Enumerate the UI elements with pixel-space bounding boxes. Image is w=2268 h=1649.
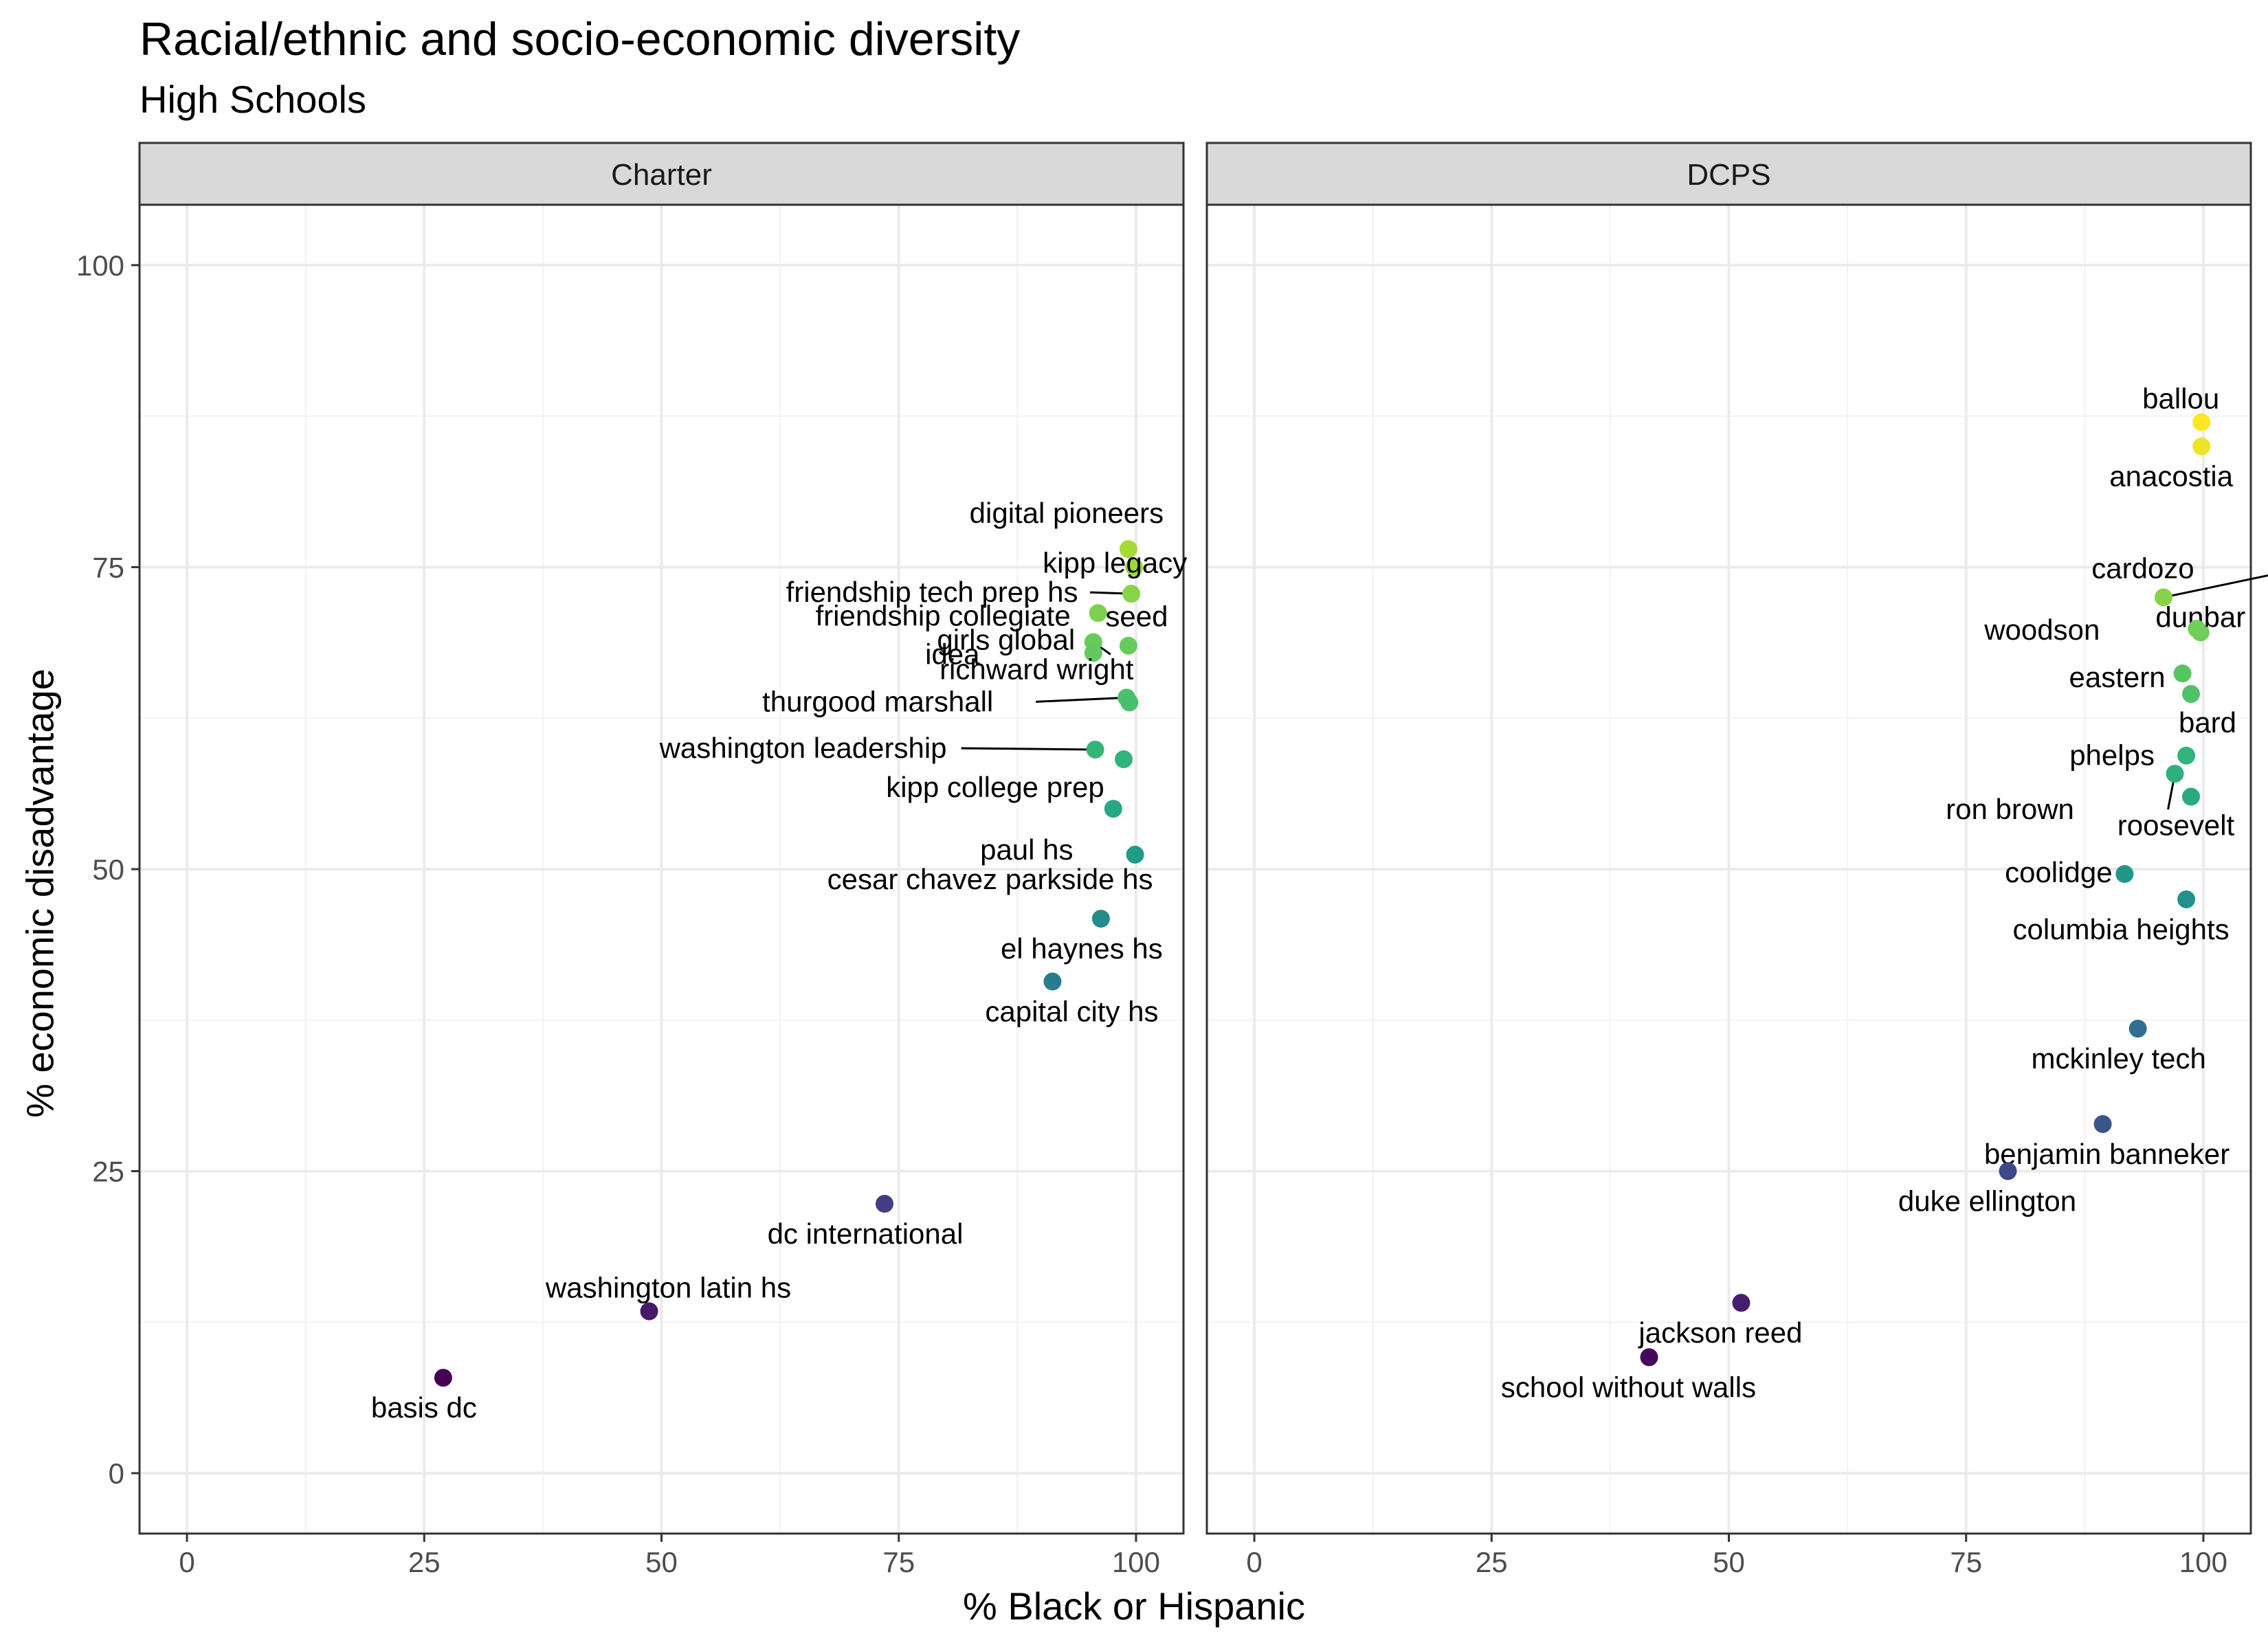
data-point (1119, 636, 1137, 655)
data-point (1125, 558, 1144, 576)
data-point (1084, 644, 1102, 662)
y-tick-label: 75 (92, 551, 124, 583)
data-point (2166, 765, 2184, 783)
point-label: richward wright (940, 653, 1134, 685)
x-tick-label: 75 (1950, 1546, 1982, 1578)
data-point (1732, 1294, 1750, 1312)
point-label: benjamin banneker (1984, 1138, 2230, 1170)
point-label: cardozo (2091, 552, 2194, 584)
point-label: eastern (2069, 661, 2166, 693)
data-point (1115, 750, 1133, 769)
point-label: ballou (2142, 382, 2219, 414)
data-point (2188, 620, 2206, 638)
x-tick-label: 50 (1713, 1546, 1745, 1578)
point-label: bard (2179, 706, 2236, 739)
panel-charter: Charter 0 25 50 75 100 0 25 50 75 100 digital pione… (76, 142, 1187, 1578)
data-point (1086, 740, 1104, 759)
point-label: ron brown (1946, 793, 2074, 825)
point-label: girls global (937, 623, 1075, 655)
point-label: basis dc (371, 1391, 477, 1424)
data-point (2177, 746, 2196, 765)
point-label: washington leadership (659, 732, 947, 764)
data-point (1089, 604, 1107, 622)
point-label: paul hs (980, 833, 1073, 866)
point-label: dc international (768, 1218, 964, 1250)
point-label: washington latin hs (545, 1271, 791, 1303)
y-axis-label: % economic disadvantage (18, 669, 62, 1118)
point-label: phelps (2069, 739, 2155, 772)
point-label: cesar chavez parkside hs (827, 863, 1153, 895)
data-point (1999, 1162, 2017, 1180)
data-point (2192, 437, 2211, 456)
point-label: anacostia (2109, 460, 2233, 493)
x-tick-label: 75 (882, 1546, 915, 1578)
chart-title: Racial/ethnic and socio-economic diversi… (140, 13, 1021, 65)
y-tick-label: 0 (109, 1457, 124, 1490)
point-label: woodson (1983, 614, 2100, 646)
point-label: thurgood marshall (762, 685, 993, 717)
x-tick-label: 0 (1246, 1546, 1262, 1578)
data-point (1043, 972, 1062, 991)
point-label: roosevelt (2117, 809, 2235, 842)
x-tick-label: 25 (1476, 1546, 1508, 1578)
x-tick-label: 0 (179, 1546, 194, 1578)
label-leader-line (961, 747, 1096, 751)
data-point (2154, 588, 2172, 607)
data-point (876, 1195, 894, 1213)
point-label: el haynes hs (1001, 932, 1163, 965)
data-point (2182, 685, 2201, 704)
x-tick-label: 100 (1112, 1546, 1160, 1578)
data-point (434, 1369, 452, 1387)
y-tick-label: 100 (76, 249, 124, 282)
facet-strip (138, 142, 1185, 206)
point-label: friendship collegiate (815, 599, 1070, 631)
y-tick-label: 25 (92, 1156, 124, 1188)
data-point (1104, 800, 1122, 818)
point-label: digital pioneers (970, 497, 1164, 529)
facet-strip (1205, 142, 2252, 206)
data-point (2093, 1114, 2112, 1133)
data-point (2173, 664, 2192, 683)
point-label: coolidge (2005, 856, 2112, 888)
data-point (2192, 413, 2211, 431)
facet-label: DCPS (1687, 158, 1770, 192)
data-point (1122, 585, 1141, 603)
x-tick-label: 25 (408, 1546, 441, 1578)
label-leader-line (2163, 574, 2268, 598)
data-point (1640, 1348, 1658, 1367)
point-label: friendship tech prep hs (786, 576, 1078, 608)
data-point (1091, 910, 1110, 928)
point-label: capital city hs (985, 996, 1158, 1028)
data-point (1120, 693, 1139, 712)
x-tick-label: 50 (645, 1546, 678, 1578)
point-label: jackson reed (1637, 1316, 1802, 1349)
label-leader-line (1036, 696, 1127, 703)
point-label: kipp legacy (1043, 546, 1187, 579)
point-label: school without walls (1501, 1371, 1756, 1403)
point-label: seed (1105, 601, 1168, 633)
data-point (1119, 540, 1137, 559)
data-point (2177, 890, 2196, 908)
point-label: duke ellington (1898, 1185, 2076, 1218)
data-point (1126, 845, 1144, 864)
x-axis-label: % Black or Hispanic (963, 1584, 1305, 1628)
data-point (640, 1302, 658, 1321)
point-label: columbia heights (2013, 913, 2230, 945)
x-tick-label: 100 (2179, 1546, 2227, 1578)
point-label: kipp college prep (886, 771, 1104, 803)
point-label: mckinley tech (2031, 1042, 2205, 1075)
data-point (2128, 1020, 2147, 1038)
facet-label: Charter (611, 158, 712, 192)
y-tick-label: 50 (92, 853, 124, 886)
data-point (2115, 865, 2134, 884)
point-label: idea (925, 638, 980, 670)
data-point (2182, 787, 2201, 806)
chart-subtitle: High Schools (140, 78, 366, 121)
